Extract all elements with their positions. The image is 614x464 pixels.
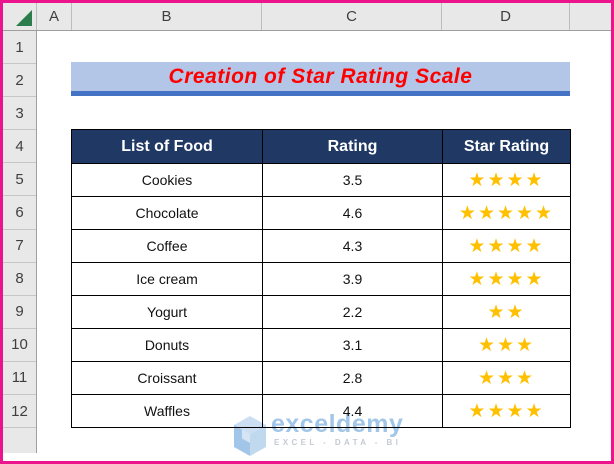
title-banner-cell[interactable]: Creation of Star Rating Scale [71, 62, 570, 96]
row-header-6[interactable]: 6 [3, 196, 36, 230]
header-cell-food[interactable]: List of Food [71, 129, 263, 164]
column-header-b[interactable]: B [72, 3, 262, 30]
table-row: Yogurt 2.2 ★★ [71, 295, 571, 329]
cell-food-yogurt[interactable]: Yogurt [71, 295, 263, 329]
cell-rating-waffles[interactable]: 4.4 [262, 394, 443, 428]
column-header-strip: A B C D [3, 3, 611, 31]
cell-stars-icecream[interactable]: ★★★★ [442, 262, 571, 296]
row-header-strip: 1 2 3 4 5 6 7 8 9 10 11 12 [3, 31, 37, 453]
cell-stars-cookies[interactable]: ★★★★ [442, 163, 571, 197]
cell-food-croissant[interactable]: Croissant [71, 361, 263, 395]
column-header-c[interactable]: C [262, 3, 442, 30]
table-row: Chocolate 4.6 ★★★★★ [71, 196, 571, 230]
table-header-row: List of Food Rating Star Rating [71, 129, 571, 164]
cell-stars-croissant[interactable]: ★★★ [442, 361, 571, 395]
cell-rating-yogurt[interactable]: 2.2 [262, 295, 443, 329]
table-row: Donuts 3.1 ★★★ [71, 328, 571, 362]
cell-food-coffee[interactable]: Coffee [71, 229, 263, 263]
cell-food-icecream[interactable]: Ice cream [71, 262, 263, 296]
row-header-2[interactable]: 2 [3, 64, 36, 98]
row-header-12[interactable]: 12 [3, 395, 36, 429]
table-row: Coffee 4.3 ★★★★ [71, 229, 571, 263]
cell-stars-coffee[interactable]: ★★★★ [442, 229, 571, 263]
cell-stars-waffles[interactable]: ★★★★ [442, 394, 571, 428]
cell-rating-donuts[interactable]: 3.1 [262, 328, 443, 362]
row-header-1[interactable]: 1 [3, 31, 36, 65]
row-header-11[interactable]: 11 [3, 362, 36, 396]
watermark-tagline: EXCEL - DATA - BI [274, 438, 402, 448]
row-header-partial[interactable] [3, 428, 36, 453]
cell-rating-chocolate[interactable]: 4.6 [262, 196, 443, 230]
cell-food-chocolate[interactable]: Chocolate [71, 196, 263, 230]
header-cell-rating[interactable]: Rating [262, 129, 443, 164]
column-header-d[interactable]: D [442, 3, 570, 30]
table-row: Cookies 3.5 ★★★★ [71, 163, 571, 197]
row-header-4[interactable]: 4 [3, 130, 36, 164]
select-all-button[interactable] [3, 3, 37, 30]
cell-rating-icecream[interactable]: 3.9 [262, 262, 443, 296]
cell-food-cookies[interactable]: Cookies [71, 163, 263, 197]
header-cell-stars[interactable]: Star Rating [442, 129, 571, 164]
table-row: Waffles 4.4 ★★★★ [71, 394, 571, 428]
cell-food-waffles[interactable]: Waffles [71, 394, 263, 428]
select-all-icon [16, 10, 32, 26]
row-header-10[interactable]: 10 [3, 329, 36, 362]
row-header-8[interactable]: 8 [3, 263, 36, 296]
row-header-3[interactable]: 3 [3, 97, 36, 131]
cell-rating-cookies[interactable]: 3.5 [262, 163, 443, 197]
table-row: Croissant 2.8 ★★★ [71, 361, 571, 395]
page-title: Creation of Star Rating Scale [168, 64, 473, 88]
cell-stars-yogurt[interactable]: ★★ [442, 295, 571, 329]
row-header-5[interactable]: 5 [3, 163, 36, 197]
column-header-a[interactable]: A [37, 3, 72, 30]
row-header-7[interactable]: 7 [3, 230, 36, 263]
star-rating-table: List of Food Rating Star Rating Cookies … [71, 129, 571, 428]
cell-stars-donuts[interactable]: ★★★ [442, 328, 571, 362]
cell-food-donuts[interactable]: Donuts [71, 328, 263, 362]
cell-rating-croissant[interactable]: 2.8 [262, 361, 443, 395]
column-header-partial[interactable] [570, 3, 610, 30]
cell-stars-chocolate[interactable]: ★★★★★ [442, 196, 571, 230]
table-row: Ice cream 3.9 ★★★★ [71, 262, 571, 296]
cell-rating-coffee[interactable]: 4.3 [262, 229, 443, 263]
row-header-9[interactable]: 9 [3, 296, 36, 329]
